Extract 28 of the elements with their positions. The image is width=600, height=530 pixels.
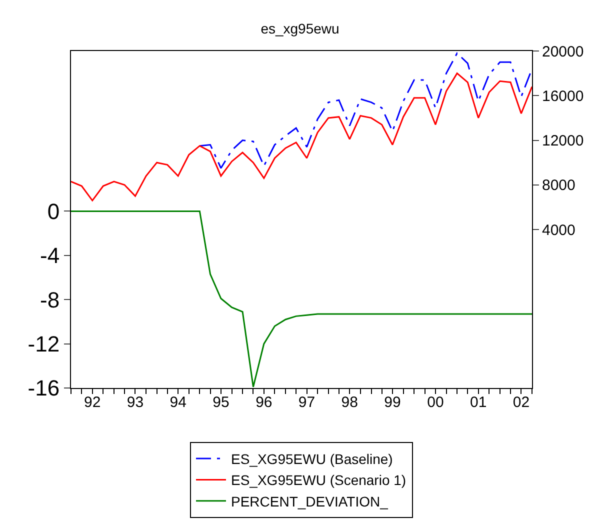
y-tick-label: -12 — [28, 332, 60, 356]
legend-label: ES_XG95EWU (Scenario 1) — [231, 472, 406, 488]
x-tick-label: 00 — [427, 394, 444, 411]
y2-tick-label: 16000 — [542, 88, 584, 105]
legend-label: ES_XG95EWU (Baseline) — [231, 450, 393, 467]
y-tick-label: -4 — [40, 243, 60, 268]
x-tick-label: 97 — [298, 394, 316, 411]
line-series — [198, 52, 532, 169]
y-tick-label: -8 — [40, 287, 60, 312]
x-tick-label: 95 — [212, 394, 230, 411]
x-tick-label: 92 — [84, 394, 101, 411]
y-tick-label: -16 — [28, 376, 60, 401]
x-tick-label: 94 — [170, 394, 186, 411]
line-series — [71, 210, 532, 388]
line-series — [71, 72, 532, 202]
x-tick-label: 98 — [341, 394, 358, 411]
x-tick-label: 93 — [126, 394, 144, 411]
chart-title: es_xg95ewu — [260, 20, 340, 37]
y2-tick-label: 4000 — [542, 222, 576, 239]
legend-label: PERCENT_DEVIATION_ — [231, 493, 388, 510]
x-tick-label: 02 — [512, 394, 530, 411]
x-tick-label: 99 — [384, 394, 401, 411]
x-tick-label: 01 — [470, 394, 487, 411]
y-tick-label: 0 — [47, 198, 60, 224]
y2-tick-label: 20000 — [542, 43, 584, 60]
y2-tick-label: 12000 — [542, 132, 584, 150]
x-tick-label: 96 — [256, 394, 272, 411]
y2-tick-label: 8000 — [542, 177, 576, 194]
